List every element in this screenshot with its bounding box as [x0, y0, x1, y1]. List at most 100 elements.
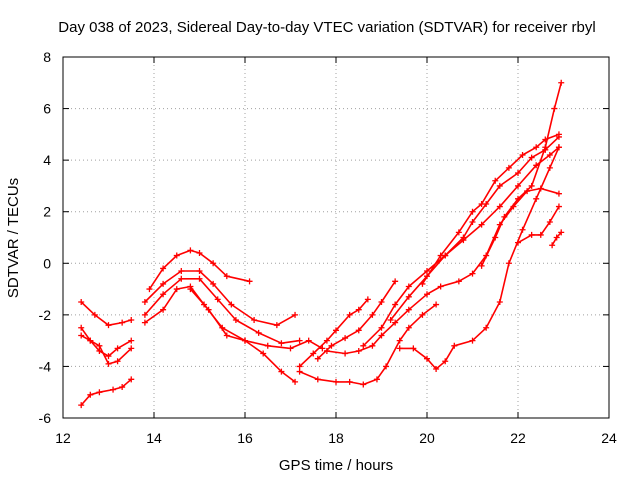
grid-layer [63, 57, 609, 418]
data-point-marker [387, 317, 394, 324]
x-tick-label: 12 [55, 430, 71, 446]
data-point-marker [392, 301, 399, 308]
series-arc-j [296, 296, 371, 370]
series-arc-d [78, 376, 135, 409]
x-tick-label: 18 [328, 430, 344, 446]
data-point-marker [437, 283, 444, 290]
data-point-marker [537, 231, 544, 238]
data-point-marker [542, 144, 549, 151]
data-point-marker [378, 298, 385, 305]
data-point-marker [128, 376, 135, 383]
data-point-marker [424, 355, 430, 362]
data-point-marker [310, 350, 317, 357]
data-point-marker [555, 144, 562, 151]
data-point-marker [278, 368, 285, 375]
data-point-marker [105, 353, 112, 360]
data-point-marker [515, 182, 521, 189]
data-point-marker [296, 337, 303, 344]
data-point-marker [515, 239, 521, 246]
data-point-marker [141, 319, 148, 326]
series-trace [298, 303, 437, 386]
x-tick-label: 20 [419, 430, 435, 446]
y-tick-label: 2 [43, 204, 51, 220]
data-point-marker [196, 268, 203, 275]
data-point-marker [483, 324, 490, 331]
data-point-marker [160, 265, 167, 272]
data-point-marker [496, 203, 503, 210]
series-trace [317, 280, 396, 360]
series-trace [80, 378, 133, 406]
data-point-marker [405, 324, 412, 331]
data-point-marker [533, 195, 540, 202]
data-point-marker [333, 378, 339, 385]
data-point-marker [383, 363, 390, 370]
data-point-marker [478, 200, 485, 207]
data-point-marker [505, 260, 512, 267]
data-point-marker [419, 311, 426, 318]
data-point-marker [546, 164, 553, 171]
data-point-marker [355, 347, 362, 354]
data-point-marker [519, 151, 526, 158]
data-point-marker [396, 337, 403, 344]
data-point-marker [533, 144, 540, 151]
data-point-marker [196, 275, 203, 282]
data-point-marker [558, 229, 565, 236]
data-point-marker [173, 286, 180, 293]
data-point-marker [160, 280, 167, 287]
data-point-marker [278, 340, 285, 347]
data-point-marker [392, 278, 399, 285]
data-point-marker [515, 195, 521, 202]
data-point-marker [232, 317, 239, 324]
chart-title: Day 038 of 2023, Sidereal Day-to-day VTE… [58, 19, 595, 36]
data-point-marker [78, 324, 85, 331]
data-point-marker [141, 311, 148, 318]
x-tick-label: 22 [510, 430, 526, 446]
data-point-marker [469, 337, 476, 344]
data-point-marker [251, 317, 258, 324]
series-arc-f [141, 268, 299, 329]
data-point-marker [223, 273, 230, 280]
data-point-marker [355, 327, 362, 334]
data-point-marker [528, 154, 535, 161]
data-point-marker [460, 234, 467, 241]
data-point-marker [223, 332, 230, 339]
series-trace [144, 270, 296, 326]
series-trace [398, 146, 560, 370]
data-point-marker [369, 342, 376, 349]
series-arc-p [396, 144, 562, 373]
data-point-marker [260, 350, 267, 357]
data-point-marker [396, 345, 403, 352]
y-tick-label: 0 [43, 255, 51, 271]
data-point-marker [451, 342, 458, 349]
y-tick-label: 6 [43, 101, 51, 117]
data-point-marker [187, 247, 194, 254]
data-point-marker [405, 293, 412, 300]
series-trace [421, 133, 560, 285]
series-trace [326, 187, 560, 355]
data-point-marker [342, 350, 349, 357]
x-axis-label: GPS time / hours [279, 457, 393, 474]
data-point-marker [342, 335, 349, 342]
data-point-marker [373, 376, 380, 383]
data-point-marker [442, 358, 449, 365]
data-point-marker [519, 226, 526, 233]
data-point-marker [287, 345, 294, 352]
data-point-marker [378, 324, 385, 331]
data-point-marker [78, 298, 85, 305]
data-point-marker [555, 190, 562, 197]
data-point-marker [119, 319, 126, 326]
data-point-marker [214, 296, 221, 303]
data-point-marker [405, 283, 412, 290]
data-point-marker [319, 345, 326, 352]
data-point-marker [87, 391, 94, 398]
data-point-marker [105, 322, 112, 329]
data-layer [78, 79, 565, 409]
data-point-marker [546, 219, 553, 226]
data-point-marker [110, 386, 117, 393]
data-point-marker [160, 291, 167, 298]
data-point-marker [141, 298, 148, 305]
data-point-marker [369, 311, 376, 318]
data-point-marker [105, 360, 112, 367]
series-arc-a [78, 298, 135, 329]
data-point-marker [178, 275, 185, 282]
